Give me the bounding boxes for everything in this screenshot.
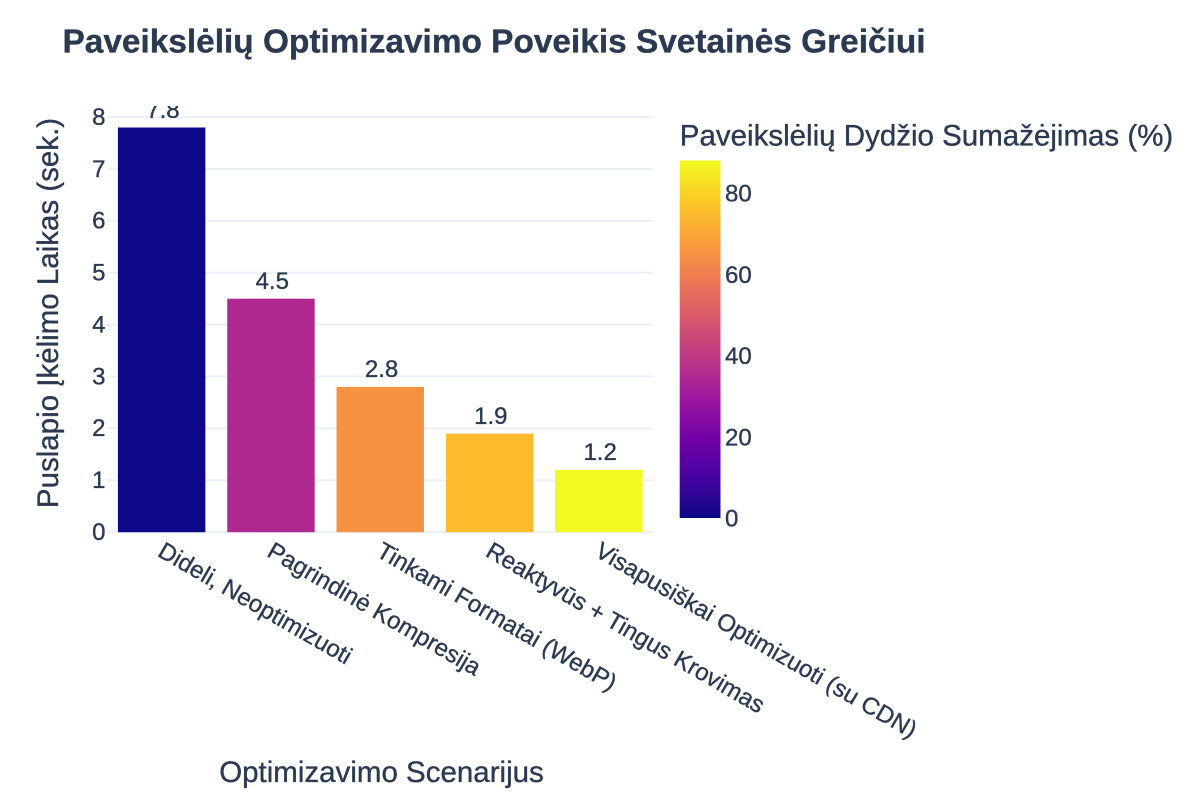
svg-text:Paveikslėlių Optimizavimo Pove: Paveikslėlių Optimizavimo Poveikis Sveta… (63, 23, 926, 60)
svg-text:Paveikslėlių Dydžio Sumažėjima: Paveikslėlių Dydžio Sumažėjimas (%) (680, 120, 1173, 153)
svg-text:8: 8 (92, 104, 105, 131)
svg-text:20: 20 (725, 424, 752, 451)
svg-text:40: 40 (725, 343, 752, 370)
svg-text:6: 6 (92, 208, 105, 235)
svg-text:Puslapio Įkėlimo Laikas (sek.): Puslapio Įkėlimo Laikas (sek.) (32, 118, 65, 508)
svg-text:1.2: 1.2 (583, 439, 616, 466)
svg-text:1: 1 (92, 467, 105, 494)
svg-text:5: 5 (92, 260, 105, 287)
svg-text:7.8: 7.8 (146, 97, 179, 124)
svg-text:4.5: 4.5 (256, 268, 289, 295)
svg-text:7: 7 (92, 156, 105, 183)
svg-text:Optimizavimo Scenarijus: Optimizavimo Scenarijus (219, 756, 544, 789)
svg-text:0: 0 (725, 506, 738, 533)
svg-text:3: 3 (92, 363, 105, 390)
svg-text:1.9: 1.9 (474, 403, 507, 430)
svg-text:2: 2 (92, 415, 105, 442)
svg-text:0: 0 (92, 519, 105, 546)
svg-text:2.8: 2.8 (365, 356, 398, 383)
svg-text:60: 60 (725, 262, 752, 289)
svg-text:4: 4 (92, 311, 105, 338)
svg-text:80: 80 (725, 181, 752, 208)
